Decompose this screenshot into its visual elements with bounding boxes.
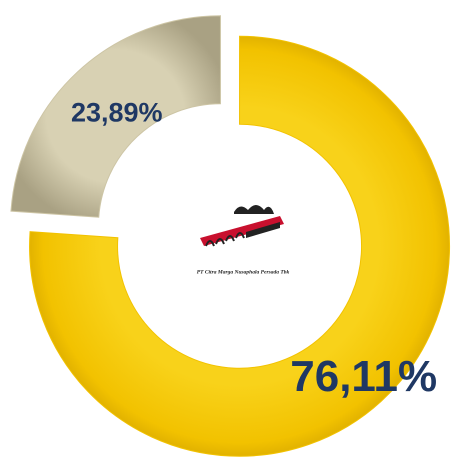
- value-label: 23,89%: [71, 98, 163, 128]
- slices: [10, 15, 450, 457]
- center-text: PT Citra Marga Nusaphala Persada Tbk: [197, 269, 290, 275]
- slice: [29, 35, 450, 457]
- logo: [200, 205, 284, 247]
- slice: [10, 15, 221, 218]
- value-label: 76,11%: [290, 352, 437, 401]
